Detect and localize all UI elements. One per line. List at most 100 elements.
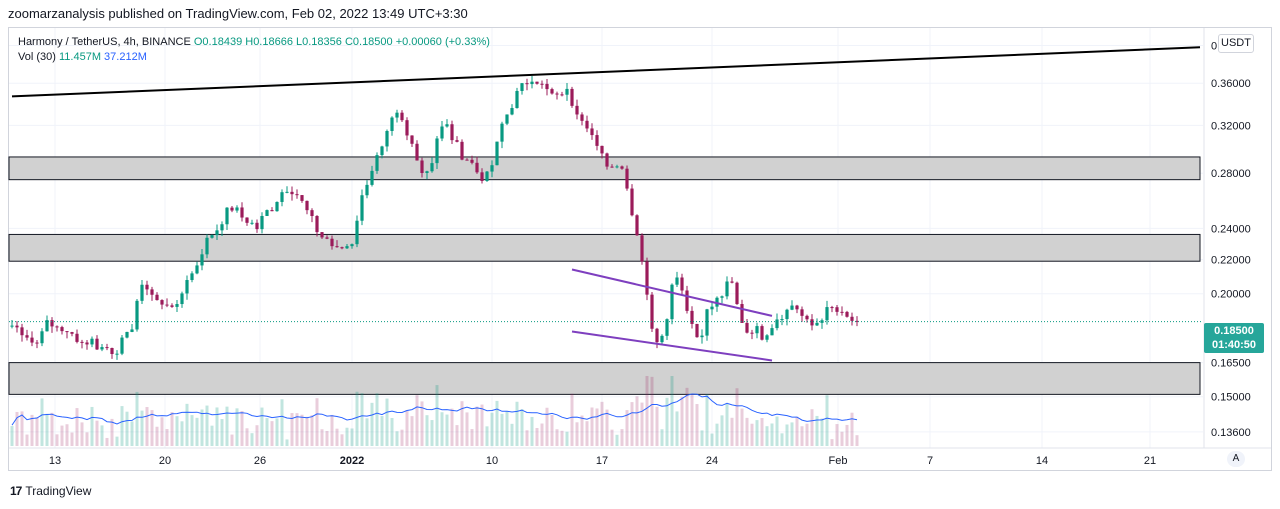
volume-bar: [466, 412, 469, 446]
lower-zone: [9, 363, 1200, 395]
volume-bar: [646, 376, 649, 446]
candle-body: [285, 192, 288, 193]
volume-bar: [301, 415, 304, 446]
candle-body: [745, 323, 748, 333]
candle-body: [630, 189, 633, 216]
x-tick-label: 21: [1144, 455, 1156, 467]
volume-bar: [246, 428, 249, 446]
volume-bar: [31, 415, 34, 446]
volume-bar: [41, 398, 44, 446]
candle-body: [185, 280, 188, 293]
y-tick-label: 0.13600: [1211, 427, 1251, 439]
volume-bar: [411, 416, 414, 446]
volume-bar: [141, 411, 144, 446]
volume-bar: [66, 424, 69, 446]
volume-bar: [56, 434, 59, 446]
candle-body: [825, 307, 828, 320]
volume-bar: [731, 418, 734, 446]
volume-bar: [761, 418, 764, 446]
volume-bar: [636, 396, 639, 446]
candle-body: [845, 312, 848, 317]
volume-bar: [556, 429, 559, 446]
volume-bar: [471, 429, 474, 446]
candle-body: [260, 216, 263, 229]
volume-bar: [76, 408, 79, 446]
candle-body: [300, 195, 303, 201]
volume-bar: [336, 429, 339, 446]
candle-body: [165, 305, 168, 306]
candle-body: [765, 335, 768, 339]
volume-bar: [181, 421, 184, 446]
candle-body: [340, 247, 343, 248]
y-tick-label: 0.36000: [1211, 78, 1251, 90]
y-tick-label: 0.16500: [1211, 358, 1251, 370]
volume-bar: [796, 417, 799, 446]
candle-body: [620, 166, 623, 168]
auto-scale-button[interactable]: A: [1227, 451, 1245, 467]
candle-body: [250, 223, 253, 224]
candle-body: [470, 160, 473, 163]
volume-bar: [71, 433, 74, 446]
candle-body: [100, 347, 103, 349]
candle-body: [760, 326, 763, 340]
candle-body: [90, 339, 93, 345]
candle-body: [160, 300, 163, 305]
candle-body: [720, 296, 723, 297]
volume-bar: [231, 435, 234, 446]
volume-bar: [596, 408, 599, 446]
candle-body: [795, 306, 798, 310]
volume-bar: [526, 430, 529, 446]
candle-body: [270, 210, 273, 211]
volume-bar: [811, 409, 814, 446]
candle-body: [705, 309, 708, 335]
volume-bar: [201, 409, 204, 446]
candle-body: [435, 138, 438, 163]
candle-body: [455, 140, 458, 142]
volume-bar: [311, 415, 314, 446]
volume-bar: [391, 418, 394, 446]
candle-body: [590, 128, 593, 135]
candle-body: [480, 172, 483, 181]
volume-bar: [266, 418, 269, 446]
volume-bar: [631, 402, 634, 446]
candle-body: [725, 281, 728, 296]
volume-bar: [81, 422, 84, 446]
volume-bar: [661, 429, 664, 446]
candle-body: [460, 142, 463, 160]
volume-bar: [456, 425, 459, 446]
volume-bar: [356, 392, 359, 446]
volume-bar: [371, 403, 374, 446]
volume-bar: [376, 393, 379, 446]
volume-bar: [846, 425, 849, 446]
volume-bar: [771, 423, 774, 446]
volume-bar: [61, 426, 64, 446]
candle-body: [225, 208, 228, 225]
candle-body: [440, 126, 443, 138]
volume-bar: [616, 435, 619, 446]
volume-bar: [36, 417, 39, 446]
volume-bar: [716, 424, 719, 446]
candle-body: [390, 118, 393, 131]
volume-bar: [186, 404, 189, 446]
volume-bar: [346, 428, 349, 446]
chart-legend: Harmony / TetherUS, 4h, BINANCE O0.18439…: [18, 35, 490, 65]
candle-body: [575, 106, 578, 115]
candle-body: [815, 323, 818, 326]
tradingview-logo[interactable]: 17 TradingView: [10, 484, 91, 498]
volume-bar: [381, 416, 384, 446]
volume-bar: [281, 399, 284, 446]
candle-body: [505, 114, 508, 123]
volume-bar: [741, 409, 744, 446]
candle-body: [445, 124, 448, 126]
x-tick-label: 24: [706, 455, 718, 467]
candle-body: [530, 82, 533, 84]
candle-body: [425, 171, 428, 173]
candle-body: [135, 301, 138, 330]
volume-bar: [156, 427, 159, 446]
candle-body: [70, 332, 73, 334]
x-tick-label: 13: [49, 455, 61, 467]
volume-bar: [611, 430, 614, 446]
volume-bar: [386, 399, 389, 446]
currency-badge[interactable]: USDT: [1218, 34, 1254, 53]
